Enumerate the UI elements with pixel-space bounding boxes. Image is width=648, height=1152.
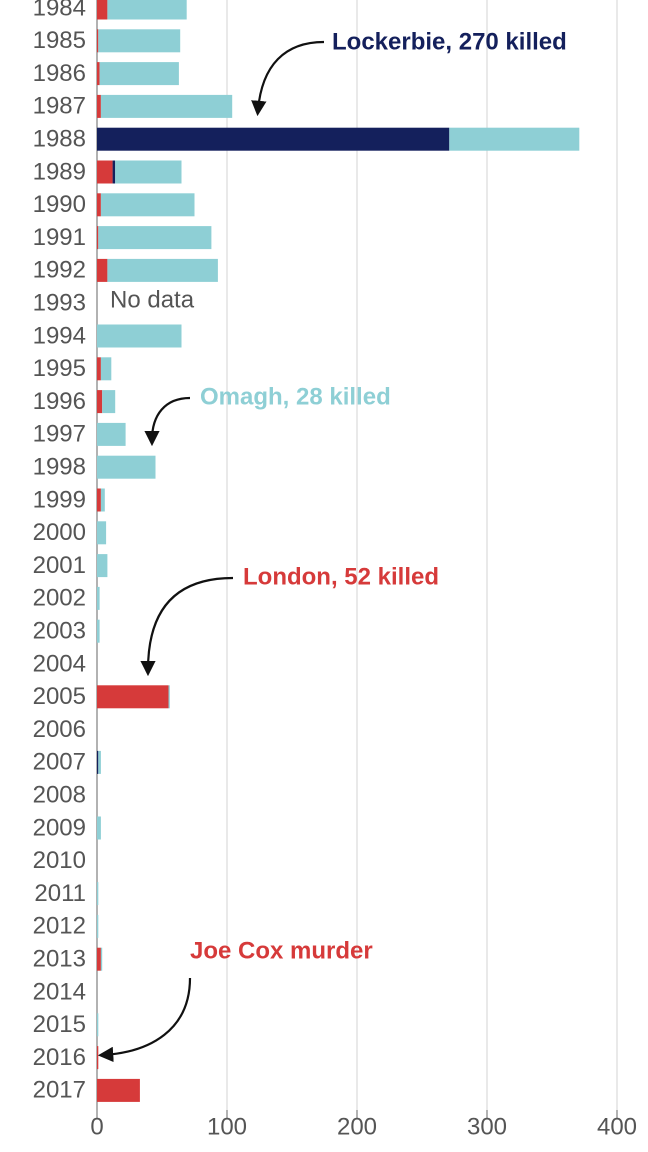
annotation: London, 52 killed xyxy=(243,563,439,590)
y-tick-label: 2005 xyxy=(33,683,86,710)
y-tick-label: 2016 xyxy=(33,1044,86,1071)
y-tick-label: 2004 xyxy=(33,650,86,677)
y-tick-label: 1990 xyxy=(33,191,86,218)
y-tick-label: 1994 xyxy=(33,322,86,349)
annotation: Omagh, 28 killed xyxy=(200,383,391,410)
bar-segment xyxy=(107,0,187,20)
y-tick-label: 2011 xyxy=(34,880,86,907)
annotation: No data xyxy=(110,286,195,313)
bar-segment xyxy=(97,324,182,348)
bar-segment xyxy=(97,586,100,610)
x-tick-label: 300 xyxy=(467,1113,507,1140)
arrow xyxy=(144,396,191,447)
bar-segment xyxy=(97,947,101,971)
y-tick-label: 1993 xyxy=(33,290,86,317)
x-tick-label: 400 xyxy=(597,1113,637,1140)
annotation: Lockerbie, 270 killed xyxy=(332,28,567,55)
arrow xyxy=(140,576,234,677)
labels: 0 100 200 300 400 1984 1985 1986 1987 1988 1989 199… xyxy=(33,0,637,1140)
y-tick-label: 1998 xyxy=(33,454,86,481)
y-tick-label: 2003 xyxy=(33,618,86,645)
bar-segment xyxy=(102,390,116,414)
x-tick-label: 100 xyxy=(207,1113,247,1140)
y-tick-label: 2017 xyxy=(33,1077,86,1104)
bar-segment xyxy=(97,1013,99,1037)
y-tick-label: 2002 xyxy=(33,585,86,612)
bar-segment xyxy=(115,160,182,184)
bar-segment xyxy=(100,94,233,118)
y-tick-label: 2014 xyxy=(33,978,86,1005)
y-tick-label: 1988 xyxy=(33,126,86,153)
bar-segment xyxy=(97,62,100,86)
bar-segment xyxy=(97,1078,140,1102)
y-tick-label: 2001 xyxy=(33,552,86,579)
bar-segment xyxy=(97,488,101,512)
bar-segment xyxy=(97,1046,99,1070)
bar-segment xyxy=(168,685,170,709)
bar-segment xyxy=(449,127,580,151)
x-tick-label: 200 xyxy=(337,1113,377,1140)
bar-segment xyxy=(97,455,156,479)
y-tick-label: 2013 xyxy=(33,946,86,973)
y-tick-label: 1997 xyxy=(33,421,86,448)
bar-segment xyxy=(97,357,101,381)
arrow xyxy=(251,40,325,117)
bar-segment xyxy=(97,816,101,840)
bar-segment xyxy=(97,29,99,53)
bar-segment xyxy=(97,127,450,151)
arrows xyxy=(97,40,325,1063)
bar-segment xyxy=(97,0,108,20)
bar-segment xyxy=(99,62,179,86)
y-tick-label: 1999 xyxy=(33,486,86,513)
y-tick-label: 2007 xyxy=(33,749,86,776)
y-tick-label: 1995 xyxy=(33,355,86,382)
bar-segment xyxy=(100,357,112,381)
y-tick-label: 1986 xyxy=(33,60,86,87)
x-tick-label: 0 xyxy=(90,1113,103,1140)
y-tick-label: 1985 xyxy=(33,27,86,54)
bar-segment xyxy=(98,29,181,53)
y-tick-label: 2012 xyxy=(33,913,86,940)
y-tick-label: 2008 xyxy=(33,782,86,809)
bar-segment xyxy=(100,488,105,512)
y-tick-label: 2006 xyxy=(33,716,86,743)
bar-segment xyxy=(97,882,99,906)
bar-segment xyxy=(98,750,101,774)
y-tick-label: 2009 xyxy=(33,814,86,841)
y-tick-label: 1987 xyxy=(33,93,86,120)
bar-segment xyxy=(97,422,126,446)
arrow xyxy=(97,977,192,1063)
bar-segment xyxy=(97,685,169,709)
bar-segment xyxy=(97,160,113,184)
y-tick-label: 1991 xyxy=(33,224,86,251)
y-tick-label: 1984 xyxy=(33,0,86,21)
bar-segment xyxy=(112,160,116,184)
bar-segment xyxy=(97,619,100,643)
bar-segment xyxy=(97,521,107,545)
bar-segment xyxy=(97,750,99,774)
bars xyxy=(97,0,580,1102)
bar-segment xyxy=(97,554,108,578)
bar-segment xyxy=(107,258,218,282)
y-tick-label: 1989 xyxy=(33,158,86,185)
annotation: Joe Cox murder xyxy=(190,937,373,964)
bar-segment xyxy=(97,258,108,282)
y-tick-label: 2010 xyxy=(33,847,86,874)
y-tick-label: 2015 xyxy=(33,1011,86,1038)
bar-segment xyxy=(97,390,103,414)
bar-segment xyxy=(100,947,103,971)
bar-segment xyxy=(100,193,195,217)
bar-segment xyxy=(97,226,99,250)
y-tick-label: 1996 xyxy=(33,388,86,415)
y-tick-label: 2000 xyxy=(33,519,86,546)
bar-segment xyxy=(97,94,101,118)
bar-segment xyxy=(97,914,99,938)
bar-segment xyxy=(97,193,101,217)
bar-segment xyxy=(98,226,212,250)
y-tick-label: 1992 xyxy=(33,257,86,284)
